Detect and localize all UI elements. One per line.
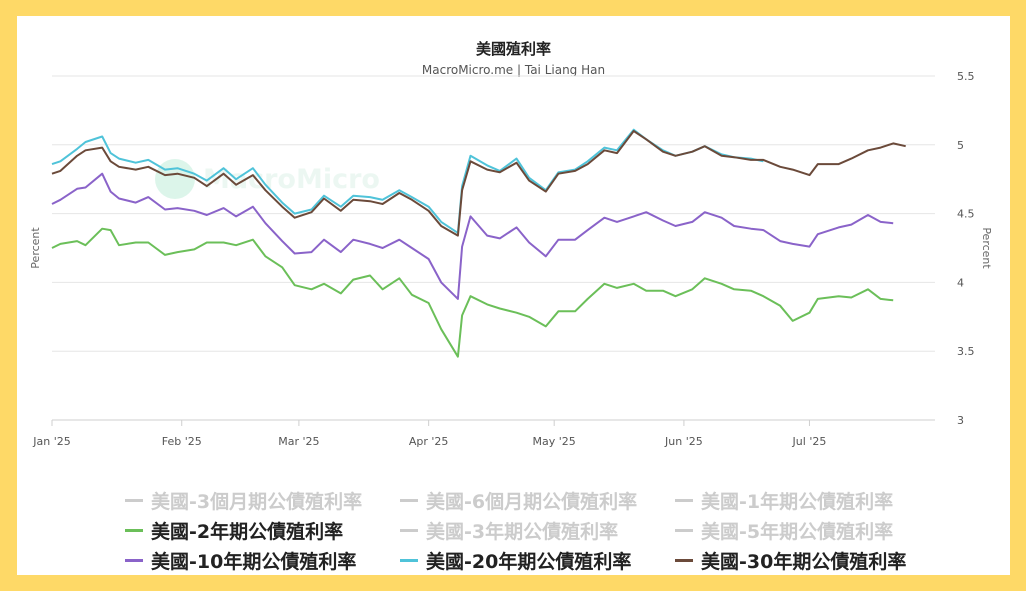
legend-label: 美國-1年期公債殖利率 [701, 490, 894, 513]
legend-swatch [675, 558, 693, 562]
legend-swatch [400, 528, 418, 532]
y-axis-title-right: Percent [980, 227, 993, 269]
x-tick-label: Mar '25 [278, 435, 319, 448]
legend-item[interactable]: 美國-5年期公債殖利率 [675, 516, 950, 544]
macromicro-logo-icon [155, 159, 195, 199]
legend-swatch [675, 498, 693, 502]
legend-item[interactable]: 美國-2年期公債殖利率 [125, 516, 400, 544]
legend-label: 美國-10年期公債殖利率 [151, 550, 357, 573]
x-tick-label: Apr '25 [409, 435, 449, 448]
y-tick-label: 5.5 [957, 70, 975, 83]
chart-title: 美國殖利率 [475, 40, 551, 58]
series-line [51, 130, 906, 237]
legend-item[interactable]: 美國-3個月期公債殖利率 [125, 486, 400, 514]
legend-label: 美國-20年期公債殖利率 [426, 550, 632, 573]
legend-swatch [125, 498, 143, 502]
legend-item[interactable]: 美國-1年期公債殖利率 [675, 486, 950, 514]
legend-label: 美國-2年期公債殖利率 [151, 520, 344, 543]
legend-swatch [125, 558, 143, 562]
legend-item[interactable]: 美國-30年期公債殖利率 [675, 546, 950, 574]
series-line [51, 227, 894, 358]
chart-subtitle: MacroMicro.me | Tai Liang Han [421, 63, 606, 77]
legend-swatch [125, 528, 143, 532]
watermark: MacroMicro [155, 159, 380, 199]
x-tick-label: Jul '25 [792, 435, 827, 448]
y-tick-label: 3.5 [957, 345, 975, 358]
legend-item[interactable]: 美國-20年期公債殖利率 [400, 546, 675, 574]
legend-label: 美國-6個月期公債殖利率 [426, 490, 638, 513]
legend-label: 美國-30年期公債殖利率 [701, 550, 907, 573]
x-tick-label: May '25 [533, 435, 576, 448]
chart-card: 美國殖利率 MacroMicro.me | Tai Liang Han Macr… [17, 16, 1010, 575]
x-tick-label: Feb '25 [162, 435, 202, 448]
legend-swatch [675, 528, 693, 532]
legend-item[interactable]: 美國-3年期公債殖利率 [400, 516, 675, 544]
series-line [51, 172, 894, 300]
legend-label: 美國-3年期公債殖利率 [426, 520, 619, 543]
legend-item[interactable]: 美國-6個月期公債殖利率 [400, 486, 675, 514]
legend-swatch [400, 498, 418, 502]
y-tick-label: 5 [957, 139, 964, 152]
y-tick-label: 4 [957, 276, 964, 289]
y-tick-label: 4.5 [957, 208, 975, 221]
line-chart: 3 3.5 4 4.5 5 5.5 Jan '25 Feb '25 Mar '25 Apr '25… [29, 70, 993, 448]
y-tick-label: 3 [957, 414, 964, 427]
legend-label: 美國-5年期公債殖利率 [701, 520, 894, 543]
legend-label: 美國-3個月期公債殖利率 [151, 490, 363, 513]
x-tick-label: Jan '25 [32, 435, 70, 448]
watermark-text: MacroMicro [203, 163, 380, 195]
chart-legend: 美國-3個月期公債殖利率 美國-6個月期公債殖利率 美國-1年期公債殖利率美國-2年… [125, 486, 1025, 574]
y-axis-title-left: Percent [29, 227, 42, 269]
legend-swatch [400, 558, 418, 562]
x-tick-label: Jun '25 [664, 435, 703, 448]
legend-item[interactable]: 美國-10年期公債殖利率 [125, 546, 400, 574]
